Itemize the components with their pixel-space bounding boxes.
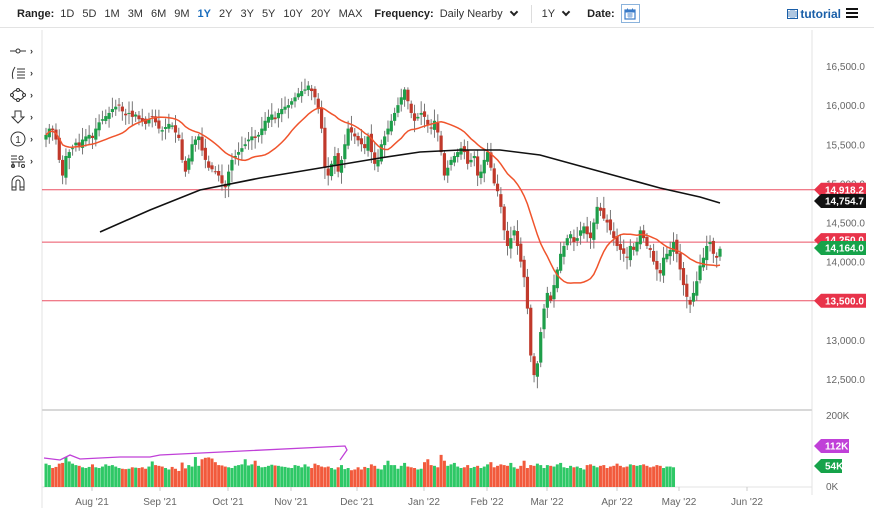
svg-text:54K: 54K — [825, 462, 844, 473]
drawing-tools: › › › › 1 › › — [10, 40, 40, 194]
chevron-right-icon: › — [30, 134, 33, 144]
tool-arrow[interactable]: › — [10, 106, 40, 128]
y-tick-label: 14,000.0 — [826, 258, 865, 269]
arrow-down-tool-icon — [10, 110, 26, 124]
volume-tick-label: 0K — [826, 482, 839, 493]
price-tag-last: 14,164.0 — [814, 241, 866, 255]
chevron-right-icon: › — [30, 68, 33, 78]
line-tool-icon — [10, 48, 26, 54]
x-tick-label: Mar '22 — [530, 497, 563, 508]
y-tick-label: 13,000.0 — [826, 336, 865, 347]
volume-tag-last: 54K — [814, 459, 844, 473]
measure-tool-icon — [11, 155, 25, 168]
svg-text:13,500.0: 13,500.0 — [825, 296, 864, 307]
film-icon — [787, 9, 799, 19]
range-button-5y[interactable]: 5Y — [261, 7, 276, 20]
tutorial-label: tutorial — [800, 7, 841, 21]
range-button-10y[interactable]: 10Y — [283, 7, 303, 20]
chart-toolbar: Range: 1D 5D 1M 3M 6M 9M 1Y 2Y 3Y 5Y 10Y 20Y MAX Fre… — [0, 0, 874, 28]
tool-crosshair[interactable]: › — [10, 40, 40, 62]
range-button-max[interactable]: MAX — [338, 7, 363, 20]
tool-fibonacci[interactable]: › — [10, 62, 40, 84]
chevron-right-icon: › — [30, 112, 33, 122]
range-button-5d[interactable]: 5D — [82, 7, 97, 20]
y-tick-label: 15,500.0 — [826, 140, 865, 151]
period-select[interactable]: 1Y — [541, 7, 556, 20]
x-tick-label: Nov '21 — [274, 497, 308, 508]
volume-tag-average: 112K — [814, 439, 849, 453]
x-tick-label: Oct '21 — [212, 497, 244, 508]
svg-text:14,918.2: 14,918.2 — [825, 185, 864, 196]
volume-tick-label: 200K — [826, 411, 850, 422]
price-tag-support: 13,500.0 — [814, 293, 866, 308]
x-tick-label: Aug '21 — [75, 497, 109, 508]
range-button-1m[interactable]: 1M — [104, 7, 120, 20]
range-button-3m[interactable]: 3M — [127, 7, 143, 20]
svg-text:14,754.7: 14,754.7 — [825, 197, 864, 208]
chevron-right-icon: › — [30, 156, 33, 166]
range-label: Range: — [17, 7, 55, 20]
x-tick-label: Apr '22 — [601, 497, 633, 508]
tool-shapes[interactable]: › — [10, 84, 40, 106]
tutorial-link[interactable]: tutorial — [787, 7, 841, 21]
frequency-label: Frequency: — [374, 7, 434, 20]
shapes-tool-icon — [10, 88, 26, 102]
range-buttons: 1D 5D 1M 3M 6M 9M 1Y 2Y 3Y 5Y 10Y 20Y MAX — [60, 8, 370, 20]
x-tick-label: Dec '21 — [340, 497, 374, 508]
range-button-6m[interactable]: 6M — [150, 7, 167, 20]
calendar-icon — [624, 8, 636, 20]
y-tick-label: 16,500.0 — [826, 62, 865, 73]
candlesticks — [44, 78, 722, 389]
x-tick-label: Feb '22 — [470, 497, 503, 508]
moving-average-50 — [45, 106, 721, 284]
y-tick-label: 12,500.0 — [826, 375, 865, 386]
moving-average-200 — [99, 149, 721, 233]
svg-text:112K: 112K — [825, 442, 849, 453]
x-tick-label: Jan '22 — [408, 497, 440, 508]
chevron-right-icon: › — [30, 46, 33, 56]
price-tag-ma200: 14,754.7 — [814, 194, 866, 208]
tool-measure[interactable]: › — [10, 150, 40, 172]
y-tick-label: 16,000.0 — [826, 101, 865, 112]
date-label: Date: — [587, 7, 615, 20]
fibonacci-tool-icon — [11, 66, 25, 80]
x-tick-label: May '22 — [662, 497, 697, 508]
chevron-right-icon: › — [30, 90, 33, 100]
calendar-button[interactable] — [620, 4, 640, 23]
divider — [530, 4, 532, 23]
frequency-select[interactable]: Daily Nearby — [439, 7, 503, 20]
range-button-2y[interactable]: 2Y — [219, 7, 233, 20]
x-tick-label: Jun '22 — [731, 497, 763, 508]
price-tag-resistance: 14,918.2 — [814, 182, 866, 197]
volume-bars — [44, 454, 676, 487]
range-button-9m[interactable]: 9M — [174, 7, 190, 20]
tool-magnet[interactable] — [10, 172, 40, 194]
svg-text:1: 1 — [15, 135, 21, 146]
svg-text:14,164.0: 14,164.0 — [825, 244, 864, 255]
y-tick-label: 14,500.0 — [826, 219, 865, 230]
range-button-3y[interactable]: 3Y — [240, 7, 254, 20]
hamburger-menu-icon[interactable] — [846, 8, 858, 18]
range-button-1d[interactable]: 1D — [60, 7, 75, 20]
magnet-icon — [11, 175, 25, 191]
range-button-20y[interactable]: 20Y — [310, 7, 331, 20]
tool-marker[interactable]: 1 › — [10, 128, 40, 150]
x-tick-label: Sep '21 — [143, 497, 177, 508]
numbered-marker-tool-icon: 1 — [10, 131, 26, 147]
range-button-1y[interactable]: 1Y — [197, 7, 211, 20]
volume-moving-average — [43, 445, 348, 461]
